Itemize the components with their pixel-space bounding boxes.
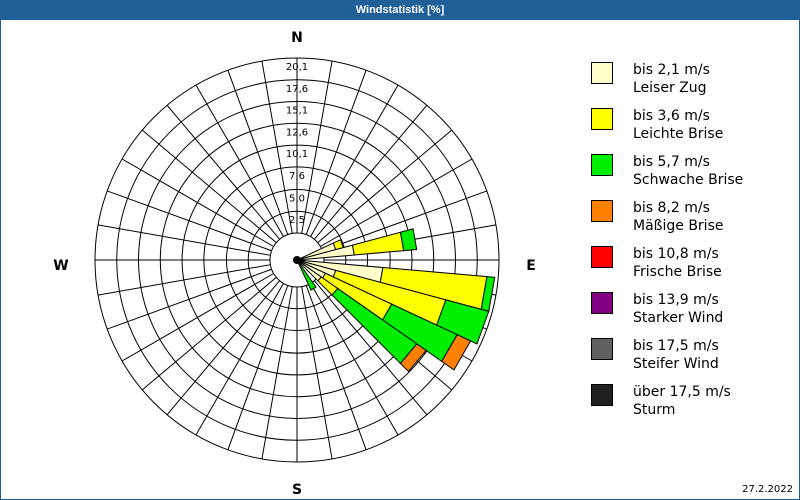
grid-spoke: [166, 104, 281, 240]
grid-spoke: [313, 280, 428, 416]
grid-spoke: [227, 70, 289, 235]
grid-spoke: [317, 129, 453, 244]
grid-spoke: [121, 273, 274, 362]
grid-spoke: [305, 70, 367, 235]
legend-label: bis 3,6 m/s Leichte Brise: [633, 108, 724, 142]
legend-label: über 17,5 m/s Sturm: [633, 384, 731, 418]
legend-swatch: [591, 108, 613, 130]
grid-spoke: [121, 158, 274, 247]
ring-label: 15,1: [286, 106, 308, 117]
ring-label: 12,6: [286, 127, 308, 138]
grid-spoke: [261, 286, 293, 460]
grid-spoke: [313, 104, 428, 240]
legend-swatch: [591, 62, 613, 84]
legend-label: bis 10,8 m/s Frische Brise: [633, 246, 722, 280]
compass-w-label: W: [53, 258, 68, 274]
chart-panel: 2,5 5,0 7,6 10,1 12,6 15,1 17,6 20,1 N E S W bis 2,…: [1, 20, 799, 499]
legend-swatch: [591, 200, 613, 222]
wind-wedge: [399, 343, 427, 373]
legend-swatch: [591, 154, 613, 176]
grid-spoke: [261, 60, 293, 234]
grid-spoke: [301, 286, 333, 460]
legend-label: bis 8,2 m/s Mäßige Brise: [633, 200, 724, 234]
legend-label: bis 5,7 m/s Schwache Brise: [633, 154, 744, 188]
grid-spoke: [320, 158, 473, 247]
legend-label: bis 17,5 m/s Steifer Wind: [633, 338, 719, 372]
wind-wedge: [436, 299, 490, 345]
grid-spoke: [322, 190, 487, 252]
legend-label: bis 13,9 m/s Starker Wind: [633, 292, 724, 326]
ring-label: 20,1: [286, 62, 308, 73]
ring-label: 17,6: [286, 84, 308, 95]
grid-spoke: [107, 190, 272, 252]
grid-spoke: [97, 264, 271, 296]
grid-spoke: [97, 224, 271, 256]
wind-rose-chart: 2,5 5,0 7,6 10,1 12,6 15,1 17,6 20,1 N E S W: [53, 30, 536, 498]
wind-wedge: [351, 231, 405, 256]
ring-label: 7,6: [289, 171, 305, 182]
grid-spoke: [195, 283, 284, 436]
legend-label: bis 2,1 m/s Leiser Zug: [633, 62, 710, 96]
grid-spoke: [141, 129, 277, 244]
grid-spoke: [141, 276, 277, 391]
compass-e-label: E: [526, 258, 536, 274]
grid-spoke: [195, 84, 284, 237]
legend-swatch: [591, 292, 613, 314]
compass-s-label: S: [292, 482, 302, 498]
date-label: 27.2.2022: [742, 484, 793, 495]
ring-label: 2,5: [289, 215, 305, 226]
grid-spoke: [310, 84, 399, 237]
grid-spoke: [107, 268, 272, 330]
grid-spoke: [305, 285, 367, 450]
center-dot: [293, 256, 301, 264]
grid-spoke: [301, 60, 333, 234]
compass-n-label: N: [291, 30, 303, 46]
legend-swatch: [591, 384, 613, 406]
grid-spoke: [227, 285, 289, 450]
wind-wedge: [296, 259, 317, 291]
grid-spoke: [166, 280, 281, 416]
wind-wedge: [441, 334, 472, 371]
grid-spoke: [310, 283, 399, 436]
legend-swatch: [591, 246, 613, 268]
ring-label: 5,0: [289, 193, 305, 204]
wind-wedge: [399, 228, 418, 252]
legend-swatch: [591, 338, 613, 360]
ring-label: 10,1: [286, 149, 308, 160]
window-title: Windstatistik [%]: [0, 0, 800, 20]
